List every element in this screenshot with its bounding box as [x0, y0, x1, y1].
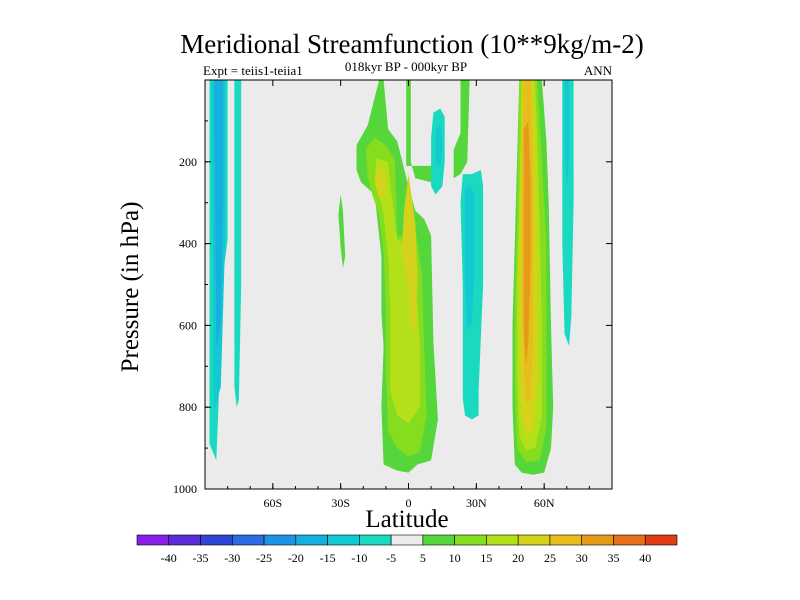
colorbar-label-6: -10	[351, 551, 367, 565]
colorbar-box-8	[390, 534, 424, 546]
contour-region-9	[374, 157, 420, 424]
colorbar-label-13: 30	[576, 551, 588, 565]
colorbar-label-9: 10	[449, 551, 461, 565]
colorbar-label-12: 25	[544, 551, 556, 565]
colorbar-box-7	[359, 534, 392, 546]
colorbar-box-0	[136, 534, 170, 546]
x-axis-label: Latitude	[365, 506, 448, 533]
colorbar-label-7: -5	[386, 551, 396, 565]
colorbar-box-9	[422, 534, 455, 546]
colorbar-box-6	[327, 534, 360, 546]
colorbar-label-0: -40	[161, 551, 177, 565]
expt-label: Expt = teiis1-teiia1	[203, 63, 303, 78]
colorbar-box-11	[486, 534, 519, 546]
contour-region-7	[453, 80, 470, 179]
contour-region-4	[338, 194, 346, 269]
colorbar-box-13	[549, 534, 583, 546]
contour-region-21	[523, 120, 531, 367]
colorbar-box-12	[517, 534, 551, 546]
y-tick-label-1: 400	[179, 237, 197, 251]
contour-region-15	[465, 186, 475, 330]
y-tick-label-3: 800	[179, 400, 197, 414]
contour-region-2	[214, 80, 224, 346]
colorbar-box-1	[168, 534, 201, 546]
colorbar-box-3	[231, 534, 265, 546]
colorbar-label-11: 20	[512, 551, 524, 565]
colorbar-label-2: -30	[224, 551, 240, 565]
colorbar-box-5	[295, 534, 328, 546]
colorbar-label-14: 35	[607, 551, 619, 565]
colorbar-label-8: 5	[420, 551, 426, 565]
chart-subtitle: 018kyr BP - 000kyr BP	[345, 59, 467, 74]
contour-region-10	[374, 165, 386, 199]
y-axis: 200 400 600 800 1000	[173, 120, 612, 496]
colorbar-label-4: -20	[288, 551, 304, 565]
season-label: ANN	[584, 63, 613, 78]
colorbar-box-16	[644, 534, 678, 546]
colorbar-label-10: 15	[480, 551, 492, 565]
colorbar-box-14	[581, 534, 614, 546]
colorbar-box-2	[200, 534, 233, 546]
y-tick-label-4: 1000	[173, 482, 197, 496]
contour-fills	[209, 80, 574, 475]
y-tick-label-2: 600	[179, 318, 197, 332]
contour-region-23	[564, 80, 569, 187]
contour-region-11	[401, 174, 418, 334]
colorbar-box-4	[263, 534, 297, 546]
colorbar-label-3: -25	[256, 551, 272, 565]
chart-title: Meridional Streamfunction (10**9kg/m-2)	[180, 29, 643, 59]
x-tick-label-4: 60N	[534, 496, 555, 510]
contour-region-3	[234, 80, 242, 408]
colorbar-label-1: -35	[193, 551, 209, 565]
colorbar: -40 -35 -30 -25 -20 -15 -10 -5 5 10 15 20 25 30 35 40	[136, 534, 678, 565]
x-tick-label-0: 60S	[263, 496, 282, 510]
y-tick-label-0: 200	[179, 155, 197, 169]
colorbar-label-15: 40	[639, 551, 651, 565]
colorbar-label-5: -15	[320, 551, 336, 565]
colorbar-box-10	[454, 534, 487, 546]
x-tick-label-3: 30N	[466, 496, 487, 510]
y-axis-label: Pressure (in hPa)	[117, 202, 144, 373]
contour-region-13	[435, 125, 443, 166]
colorbar-box-15	[613, 534, 646, 546]
x-tick-label-2: 0	[406, 496, 412, 510]
x-tick-label-1: 30S	[331, 496, 350, 510]
